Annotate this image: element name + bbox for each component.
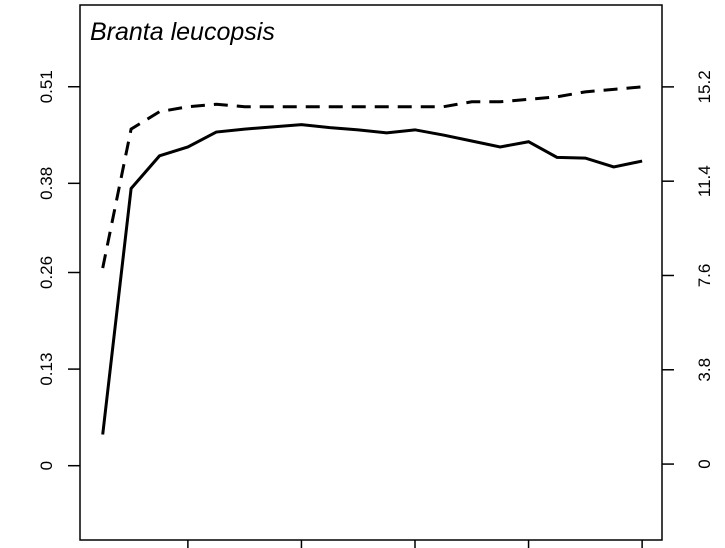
y2-tick-label: 3.8	[695, 358, 714, 382]
y-tick-label: 0	[37, 461, 56, 470]
y-tick-label: 0.51	[37, 70, 56, 103]
y-tick-label: 0.38	[37, 167, 56, 200]
y2-tick-label: 0	[695, 459, 714, 468]
y2-tick-label: 11.4	[695, 165, 714, 197]
series-line	[101, 85, 643, 269]
chart-title: Branta leucopsis	[90, 18, 275, 46]
series-line	[101, 123, 643, 435]
y2-tick-label: 7.6	[695, 264, 714, 288]
y2-tick-label: 15.2	[695, 70, 714, 103]
plot-frame	[79, 4, 663, 541]
y-tick-label: 0.26	[37, 256, 56, 289]
y-tick-label: 0.13	[37, 353, 56, 386]
